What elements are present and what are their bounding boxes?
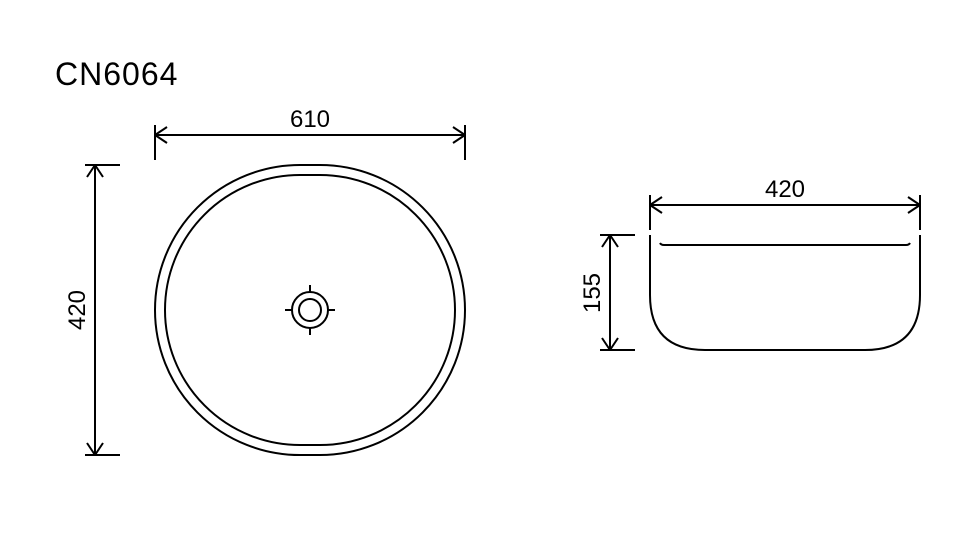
- top-view: 610 420: [64, 106, 465, 455]
- drain-inner-ring: [299, 299, 321, 321]
- dim-depth-label: 420: [64, 290, 91, 330]
- basin-inner-rim: [165, 175, 455, 445]
- dim-side-width-label: 420: [765, 176, 805, 203]
- technical-drawing: CN6064 610 420: [0, 0, 970, 557]
- basin-outer-rim: [155, 165, 465, 455]
- drain: [285, 285, 335, 335]
- side-view: 420 155: [579, 176, 920, 350]
- dim-width-label: 610: [290, 106, 330, 133]
- basin-profile-inner: [660, 243, 910, 245]
- dim-side-height-label: 155: [579, 273, 606, 313]
- drain-outer-ring: [292, 292, 328, 328]
- model-number: CN6064: [55, 56, 178, 92]
- basin-profile: [650, 235, 920, 350]
